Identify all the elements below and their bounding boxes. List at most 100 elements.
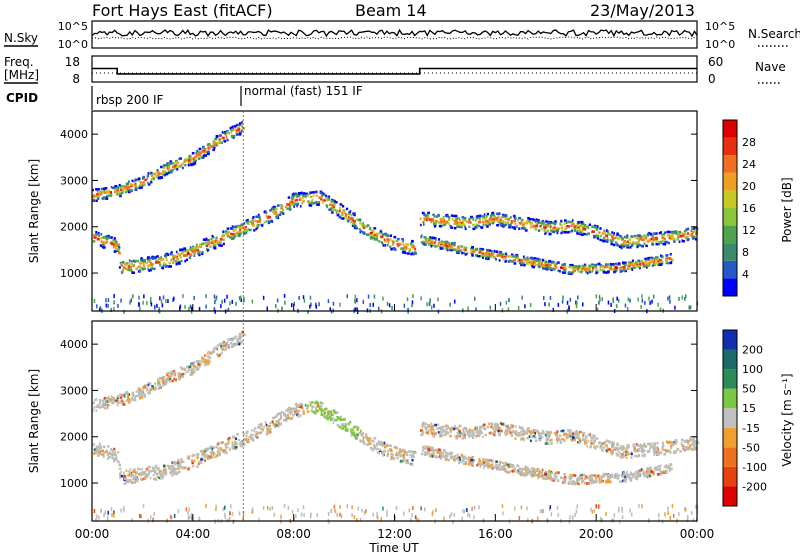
scatter-cell (501, 461, 505, 465)
colorbar-swatch (723, 278, 737, 296)
scatter-cell (411, 243, 414, 246)
scatter-cell (115, 187, 118, 191)
freq-right-tick-bottom: 0 (708, 72, 716, 86)
scatter-speckle (227, 307, 230, 312)
scatter-speckle (213, 294, 216, 299)
colorbar-tick-label: 4 (742, 268, 749, 281)
scatter-cell (229, 128, 233, 131)
scatter-cell (565, 436, 568, 440)
scatter-cell (325, 204, 329, 207)
scatter-cell (413, 245, 416, 249)
scatter-cell (291, 200, 294, 204)
scatter-cell (97, 231, 100, 235)
scatter-speckle (266, 306, 268, 311)
scatter-cell (150, 178, 153, 181)
scatter-cell (577, 270, 580, 273)
scatter-cell (633, 448, 636, 451)
scatter-speckle (411, 303, 413, 308)
scatter-speckle (189, 304, 192, 309)
scatter-cell (109, 398, 112, 401)
scatter-cell (140, 186, 143, 189)
scatter-cell (172, 261, 175, 264)
scatter-cell (464, 253, 467, 256)
scatter-cell (608, 265, 610, 268)
scatter-cell (659, 263, 663, 266)
scatter-speckle (372, 302, 374, 307)
scatter-cell (272, 205, 276, 209)
scatter-cell (649, 467, 652, 470)
scatter-speckle (318, 302, 320, 307)
scatter-cell (134, 395, 137, 398)
scatter-cell (110, 448, 112, 451)
scatter-cell (662, 234, 665, 238)
scatter-speckle (529, 303, 532, 307)
scatter-speckle (566, 300, 569, 305)
scatter-cell (632, 443, 636, 446)
scatter-cell (553, 226, 556, 229)
scatter-cell (486, 212, 489, 216)
scatter-cell (365, 435, 368, 438)
scatter-cell (241, 226, 244, 229)
scatter-cell (599, 265, 602, 268)
scatter-cell (362, 442, 366, 445)
scatter-cell (506, 470, 509, 474)
scatter-cell (662, 444, 665, 448)
scatter-cell (422, 221, 425, 224)
scatter-cell (595, 265, 597, 268)
scatter-cell (573, 265, 577, 268)
scatter-cell (556, 229, 559, 232)
scatter-cell (192, 159, 195, 162)
scatter-cell (399, 459, 403, 463)
scatter-cell (579, 220, 583, 224)
scatter-cell (148, 392, 151, 395)
scatter-cell (147, 391, 150, 395)
scatter-cell (573, 269, 577, 272)
scatter-cell (463, 248, 465, 251)
scatter-cell (606, 271, 609, 274)
scatter-cell (534, 263, 537, 266)
scatter-cell (562, 267, 565, 270)
scatter-cell (291, 417, 294, 420)
scatter-cell (614, 473, 618, 476)
scatter-cell (189, 255, 192, 259)
scatter-cell (439, 217, 443, 221)
scatter-cell (591, 263, 594, 266)
scatter-cell (606, 229, 608, 232)
scatter-cell (635, 263, 639, 267)
scatter-cell (403, 458, 406, 461)
scatter-cell (134, 188, 138, 191)
scatter-cell (365, 443, 369, 446)
scatter-speckle (429, 298, 431, 303)
scatter-cell (635, 242, 638, 246)
scatter-cell (643, 472, 646, 475)
scatter-cell (472, 461, 475, 464)
scatter-cell (119, 393, 122, 396)
scatter-cell (643, 242, 646, 246)
scatter-cell (428, 429, 430, 432)
scatter-cell (163, 166, 166, 170)
scatter-cell (684, 440, 687, 443)
scatter-cell (428, 425, 432, 429)
scatter-cell (154, 466, 157, 469)
scatter-cell (107, 194, 110, 197)
scatter-cell (331, 205, 334, 208)
scatter-cell (602, 475, 605, 478)
scatter-cell (197, 157, 201, 160)
scatter-cell (150, 470, 152, 473)
scatter-cell (294, 407, 298, 411)
scatter-cell (379, 441, 381, 444)
scatter-cell (186, 456, 189, 460)
scatter-cell (397, 453, 400, 456)
scatter-cell (539, 435, 542, 438)
scatter-cell (637, 444, 641, 447)
scatter-cell (121, 394, 124, 398)
scatter-cell (592, 267, 594, 270)
scatter-cell (307, 404, 310, 408)
scatter-cell (442, 220, 445, 224)
scatter-cell (219, 137, 222, 140)
scatter-cell (333, 208, 336, 212)
scatter-cell (209, 352, 213, 355)
scatter-cell (646, 257, 648, 261)
scatter-cell (658, 467, 661, 471)
scatter-cell (117, 246, 121, 249)
